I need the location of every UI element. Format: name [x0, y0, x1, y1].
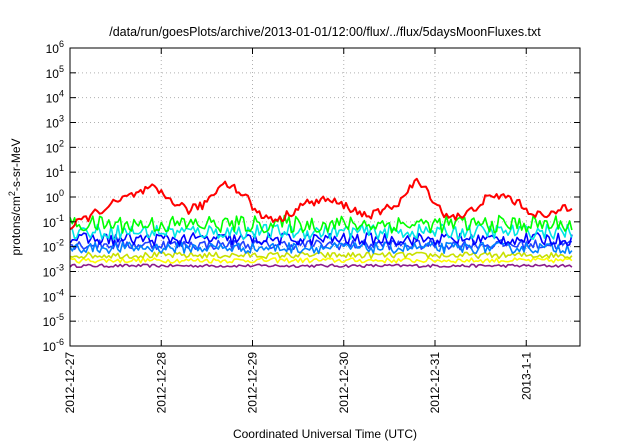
x-tick-label: 2012-12-27 [63, 352, 77, 414]
y-tick-label: 103 [46, 114, 64, 131]
y-tick-label: 10-3 [43, 263, 64, 280]
series-line [69, 177, 573, 231]
y-tick-label: 10-4 [43, 287, 64, 304]
chart-title: /data/run/goesPlots/archive/2013-01-01/1… [109, 25, 541, 39]
x-tick-label: 2012-12-30 [337, 352, 351, 414]
y-tick-label: 105 [46, 64, 64, 81]
series-group [69, 177, 573, 269]
series-line [69, 239, 573, 251]
grid [70, 48, 580, 346]
y-tick-label: 102 [46, 138, 64, 155]
x-tick-label: 2013-1-1 [519, 352, 533, 400]
series-line [69, 214, 573, 234]
x-tick-label: 2012-12-29 [246, 352, 260, 414]
series-line [69, 257, 573, 264]
x-tick-label: 2012-12-28 [154, 352, 168, 414]
x-axis: 2012-12-27 2012-12-28 2012-12-29 2012-12-30… [63, 48, 533, 413]
y-tick-label: 100 [46, 188, 64, 205]
y-tick-label: 10-6 [43, 337, 64, 354]
y-tick-label: 10-5 [43, 312, 64, 329]
y-axis: 10-6 10-5 10-4 10-3 10-2 10-1 100 101 102 103 104 1… [43, 39, 580, 354]
y-tick-label: 101 [46, 163, 64, 180]
series-line [69, 223, 573, 240]
y-tick-label: 106 [46, 39, 64, 56]
y-tick-label: 104 [46, 89, 64, 106]
x-axis-label: Coordinated Universal Time (UTC) [233, 427, 417, 441]
y-axis-label: protons/cm2-s-sr-MeV [7, 138, 23, 255]
x-tick-label: 2012-12-31 [428, 352, 442, 414]
y-tick-label: 10-2 [43, 238, 64, 255]
series-line [69, 241, 573, 255]
series-line [69, 251, 573, 260]
y-tick-label: 10-1 [43, 213, 64, 230]
series-line [69, 263, 573, 269]
